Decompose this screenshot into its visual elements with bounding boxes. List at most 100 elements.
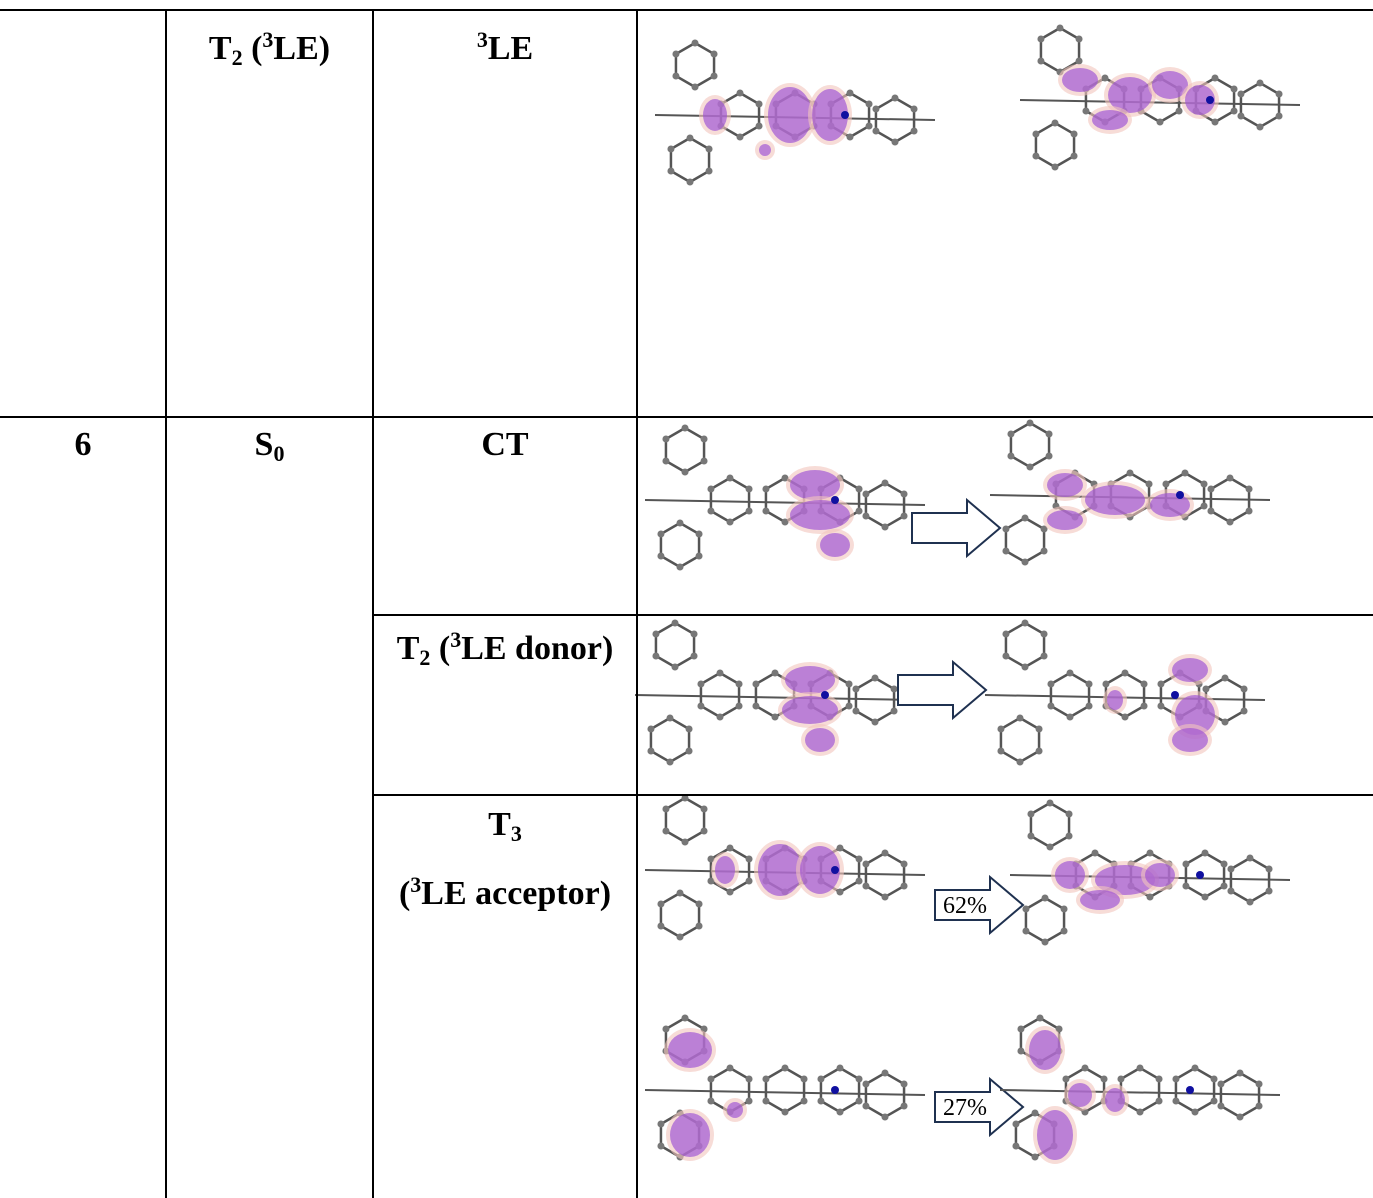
atom: [686, 726, 693, 733]
atom: [1052, 164, 1059, 171]
atom: [852, 686, 859, 693]
orbital-lobe: [703, 99, 727, 131]
atom: [866, 123, 873, 130]
atom: [682, 839, 689, 846]
atom: [772, 714, 779, 721]
atom: [801, 1098, 808, 1105]
atom: [1052, 120, 1059, 127]
orbital-lobe: [820, 533, 850, 557]
atom: [1017, 1048, 1024, 1055]
atom: [801, 1076, 808, 1083]
atom: [677, 564, 684, 571]
atom: [862, 491, 869, 498]
atom: [1036, 726, 1043, 733]
atom: [1201, 481, 1208, 488]
atom: [852, 708, 859, 715]
atom: [662, 436, 669, 443]
atom: [1157, 681, 1164, 688]
bond-ring: [1006, 623, 1044, 667]
atom: [882, 480, 889, 487]
atom: [1046, 453, 1053, 460]
atom: [862, 513, 869, 520]
molecule: [990, 420, 1270, 566]
atom: [1182, 470, 1189, 477]
atom: [911, 128, 918, 135]
transition: 3LE: [373, 20, 637, 69]
atom: [882, 894, 889, 901]
atom: [882, 850, 889, 857]
atom: [1207, 508, 1214, 515]
atom: [711, 51, 718, 58]
orbital-lobe: [790, 470, 840, 500]
atom: [1022, 928, 1029, 935]
atom: [696, 531, 703, 538]
bond-ring: [1001, 718, 1039, 762]
atom: [752, 703, 759, 710]
atom: [1157, 703, 1164, 710]
atom: [1022, 906, 1029, 913]
bond-ring: [666, 428, 704, 472]
atom: [1231, 86, 1238, 93]
atom: [752, 681, 759, 688]
atom: [717, 714, 724, 721]
atom: [657, 1143, 664, 1150]
atom: [1137, 1109, 1144, 1116]
t: LE donor): [461, 630, 613, 667]
atom: [1022, 559, 1029, 566]
atom: [891, 686, 898, 693]
atom: [667, 715, 674, 722]
atom: [862, 1103, 869, 1110]
atom: [1047, 844, 1054, 851]
atom: [1212, 75, 1219, 82]
atom: [657, 923, 664, 930]
atom: [1071, 131, 1078, 138]
atom: [736, 703, 743, 710]
atom: [756, 101, 763, 108]
atom: [1176, 108, 1183, 115]
atom: [872, 675, 879, 682]
atom: [1101, 1076, 1108, 1083]
t: 0: [273, 441, 284, 466]
nitrogen: [821, 691, 829, 699]
atom: [762, 486, 769, 493]
atom: [696, 553, 703, 560]
atom: [862, 883, 869, 890]
atom: [837, 1109, 844, 1116]
atom: [662, 458, 669, 465]
atom: [701, 436, 708, 443]
arrow: [912, 500, 1000, 556]
atom: [1156, 1076, 1163, 1083]
atom: [1022, 664, 1029, 671]
transition: CT: [373, 425, 637, 465]
atom: [862, 861, 869, 868]
atom: [697, 703, 704, 710]
atom: [1182, 883, 1189, 890]
atom: [1246, 486, 1253, 493]
t: S: [255, 426, 274, 463]
nitrogen: [831, 496, 839, 504]
atom: [1247, 899, 1254, 906]
atom: [901, 861, 908, 868]
atom: [997, 726, 1004, 733]
orbital-lobe: [1047, 473, 1083, 497]
atom: [1032, 153, 1039, 160]
atom: [1211, 1098, 1218, 1105]
atom: [706, 146, 713, 153]
atom: [746, 878, 753, 885]
atom: [736, 681, 743, 688]
atom: [847, 134, 854, 141]
atom: [662, 828, 669, 835]
atom: [1042, 895, 1049, 902]
molecule: [645, 795, 925, 941]
atom: [1071, 153, 1078, 160]
atom: [737, 134, 744, 141]
atom: [667, 146, 674, 153]
t: 3: [511, 821, 522, 846]
atom: [1017, 715, 1024, 722]
atom: [682, 1015, 689, 1022]
atom: [856, 508, 863, 515]
atom: [692, 84, 699, 91]
atom: [901, 1103, 908, 1110]
atom: [1172, 1076, 1179, 1083]
atom: [1231, 108, 1238, 115]
